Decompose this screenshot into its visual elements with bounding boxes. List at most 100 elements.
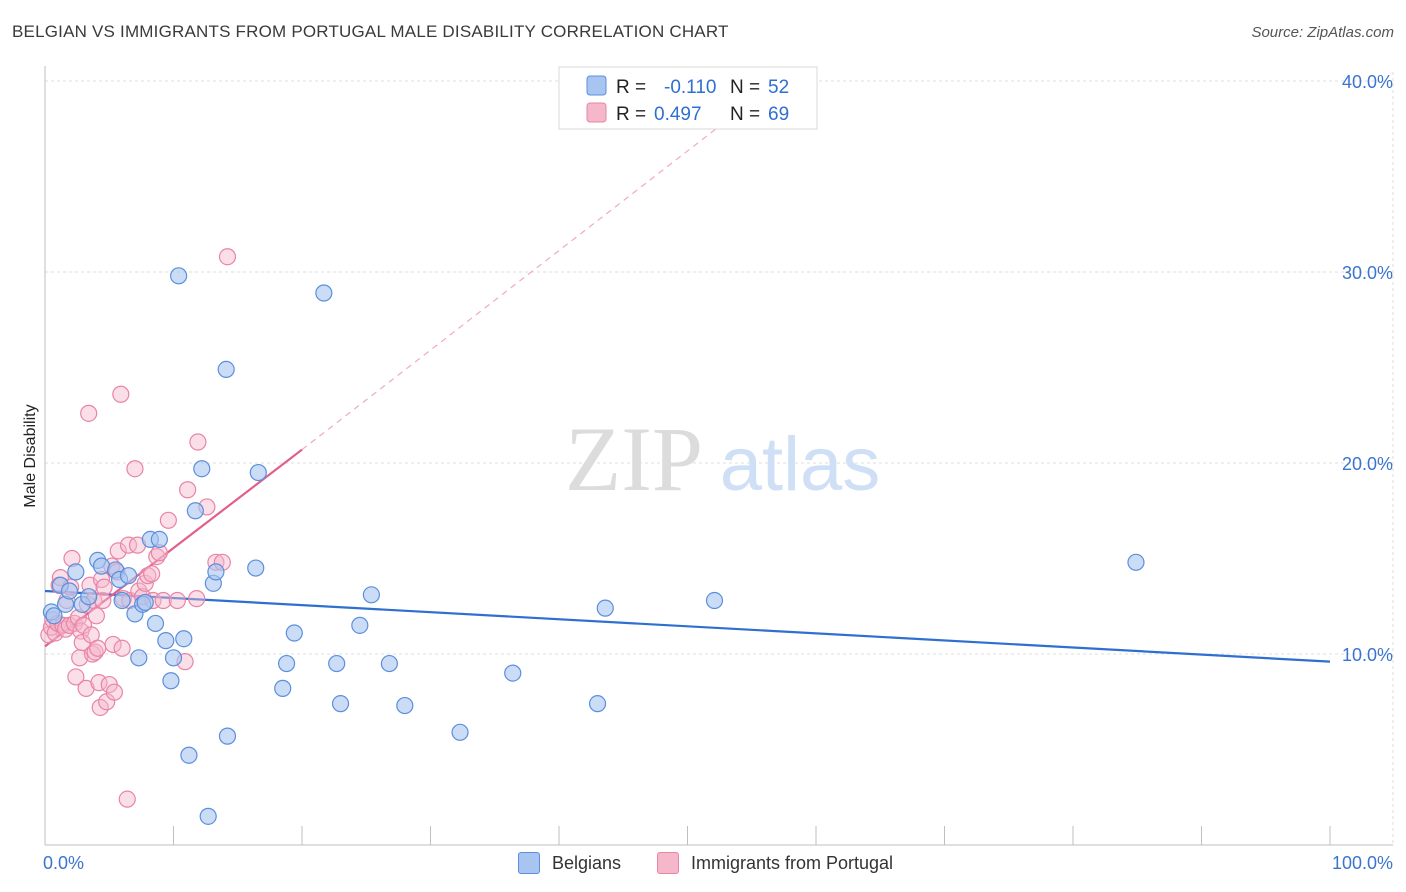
point-portugal-60 [168, 591, 186, 610]
watermark: ZIP atlas [565, 408, 880, 510]
point-belgians-31 [207, 563, 225, 581]
point-belgians-19 [146, 614, 165, 633]
point-belgians-15 [130, 649, 148, 667]
bottom-legend-belgians-label: Belgians [552, 852, 622, 873]
legend-swatch-belgians [586, 75, 607, 96]
point-belgians-48 [588, 695, 607, 713]
point-portugal-30 [90, 674, 108, 692]
point-portugal-54 [143, 565, 161, 583]
point-belgians-4 [60, 582, 79, 600]
point-belgians-5 [67, 563, 85, 581]
point-portugal-42 [112, 385, 130, 403]
point-portugal-39 [105, 683, 123, 701]
y-tick-label-10: 10.0% [1342, 645, 1393, 665]
point-belgians-45 [396, 696, 414, 715]
point-belgians-39 [315, 284, 333, 302]
point-belgians-21 [157, 632, 175, 650]
point-belgians-26 [180, 746, 198, 764]
point-belgians-41 [331, 695, 350, 713]
point-portugal-34 [95, 578, 113, 596]
point-portugal-43 [113, 639, 131, 657]
trend-line-portugal-extension [301, 120, 727, 451]
point-belgians-27 [186, 502, 204, 520]
point-belgians-43 [362, 586, 380, 604]
bottom-legend-portugal[interactable]: Immigrants from Portugal [657, 852, 893, 874]
point-belgians-51 [1127, 553, 1145, 571]
point-belgians-32 [217, 360, 235, 379]
point-belgians-50 [705, 591, 724, 610]
point-belgians-38 [285, 624, 303, 642]
trend-line-belgians [44, 589, 1331, 663]
point-portugal-48 [126, 460, 144, 478]
legend-n-label-1: N = [730, 77, 760, 98]
point-portugal-28 [87, 607, 106, 625]
point-portugal-59 [159, 511, 177, 529]
point-belgians-13 [119, 567, 138, 585]
axes [44, 66, 1393, 846]
point-belgians-22 [162, 672, 180, 690]
point-belgians-34 [247, 559, 265, 577]
y-axis-label: Male Disability [22, 404, 39, 507]
point-belgians-1 [45, 607, 63, 625]
x-tick-labels: 0.0% 100.0% [43, 853, 1393, 873]
belgians-swatch [518, 852, 540, 874]
legend-r-label-1: R = [616, 77, 646, 98]
point-portugal-58 [154, 591, 172, 610]
point-portugal-22 [80, 404, 98, 422]
point-belgians-44 [380, 654, 398, 673]
legend-r-label-2: R = [616, 104, 646, 125]
point-portugal-41 [109, 542, 127, 560]
point-belgians-46 [451, 723, 469, 741]
point-portugal-14 [67, 668, 85, 686]
point-portugal-63 [188, 590, 206, 608]
y-tick-labels: 10.0% 20.0% 30.0% 40.0% [1342, 72, 1393, 665]
point-portugal-46 [119, 536, 138, 554]
point-belgians-49 [596, 599, 614, 617]
y-tick-label-40: 40.0% [1342, 72, 1393, 92]
legend-r-value-1: -0.110 [664, 77, 716, 98]
portugal-swatch [657, 852, 679, 874]
point-belgians-25 [175, 630, 193, 648]
point-belgians-29 [199, 807, 217, 825]
legend-n-value-1: 52 [768, 77, 789, 98]
point-belgians-35 [249, 463, 267, 482]
bottom-legend-portugal-label: Immigrants from Portugal [691, 852, 894, 873]
point-belgians-28 [193, 460, 211, 478]
point-belgians-23 [164, 649, 183, 667]
point-belgians-37 [277, 654, 296, 673]
point-portugal-68 [218, 248, 237, 266]
legend-n-label-2: N = [730, 104, 760, 125]
watermark-zip: ZIP [565, 408, 703, 510]
x-tick-label-min: 0.0% [43, 853, 84, 873]
point-belgians-20 [150, 530, 168, 549]
legend-box: R = -0.110 N = 52 R = 0.497 N = 69 [558, 66, 818, 130]
watermark-atlas: atlas [720, 422, 881, 507]
trend-line-portugal [44, 448, 303, 648]
point-belgians-24 [170, 267, 188, 285]
point-portugal-62 [179, 481, 197, 499]
point-portugal-31 [91, 698, 109, 717]
point-belgians-7 [80, 588, 98, 606]
point-portugal-64 [189, 433, 207, 451]
point-belgians-33 [218, 727, 237, 745]
point-portugal-29 [89, 639, 107, 657]
bottom-legend-belgians[interactable]: Belgians [518, 852, 621, 874]
point-portugal-38 [104, 635, 122, 654]
point-belgians-9 [92, 557, 111, 575]
legend-r-value-2: 0.497 [654, 104, 702, 125]
y-tick-label-20: 20.0% [1342, 454, 1393, 474]
y-tick-label-30: 30.0% [1342, 263, 1393, 283]
point-belgians-12 [113, 591, 131, 610]
x-tick-label-max: 100.0% [1332, 853, 1393, 873]
point-belgians-36 [274, 679, 292, 697]
trend-lines [44, 120, 1331, 663]
bottom-legend: Belgians Immigrants from Portugal [0, 852, 1406, 880]
data-points [40, 248, 1145, 825]
chart-title: BELGIAN VS IMMIGRANTS FROM PORTUGAL MALE… [12, 22, 729, 41]
legend-swatch-portugal [586, 102, 607, 123]
point-belgians-17 [136, 593, 154, 612]
point-belgians-42 [351, 616, 369, 634]
legend-n-value-2: 69 [768, 104, 789, 125]
point-belgians-40 [328, 654, 346, 673]
